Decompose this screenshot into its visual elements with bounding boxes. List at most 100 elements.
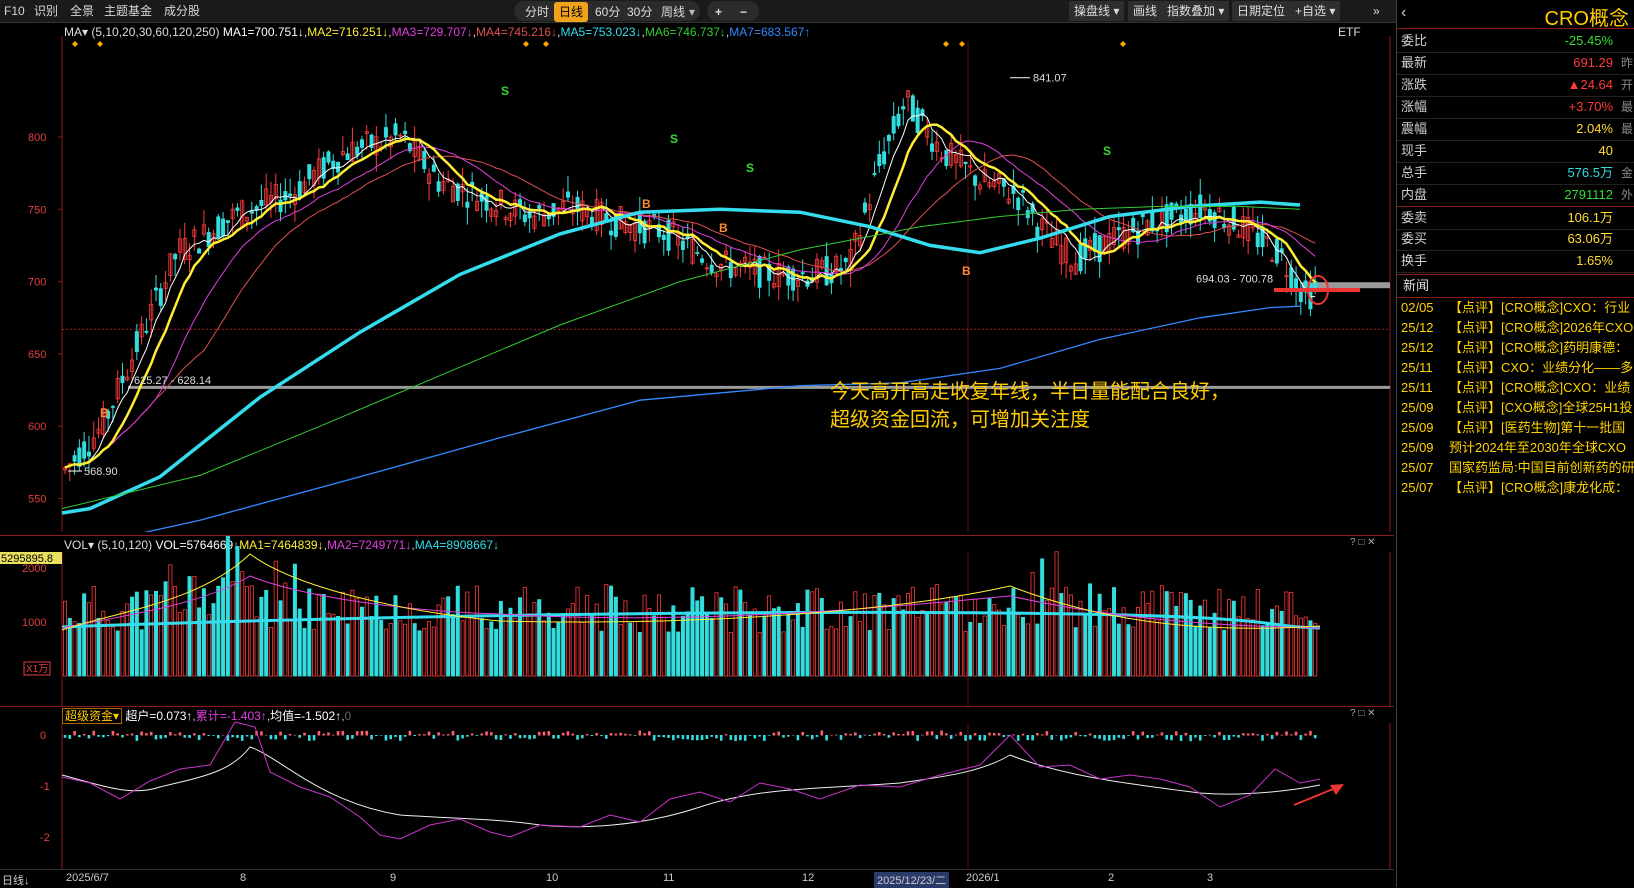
fund-tick: -2 [40,832,50,844]
news-item[interactable]: 25/11 【点评】CXO：业绩分化——多 [1397,358,1634,378]
event-marker[interactable] [959,41,965,47]
news-date: 02/05 [1401,300,1434,315]
news-item[interactable]: 25/07 【点评】[CRO概念]康龙化成： [1397,478,1634,498]
ma10-line [64,123,1317,469]
x-axis-label: 2026/1 [966,872,1000,884]
toolbar-trade-line[interactable]: 操盘线 ▾ [1069,1,1125,21]
support-line [128,385,1390,389]
toolbar-watchlist[interactable]: +自选 ▾ [1290,1,1341,21]
news-item[interactable]: 25/12 【点评】[CRO概念]药明康德： [1397,338,1634,358]
news-date: 25/11 [1401,380,1433,395]
news-item[interactable]: 25/12 【点评】[CRO概念]2026年CXO [1397,318,1634,338]
kline-chart[interactable]: 800 750 700 650 600 550 841.07 568.90 625.27 - 6… [0,22,1394,532]
tab-daily[interactable]: 日线 [554,2,589,22]
toolbar-identify[interactable]: 识别 [34,4,59,18]
toolbar-f10[interactable]: F10 [4,4,25,18]
toolbar-theme-fund[interactable]: 主题基金 [104,4,153,18]
quote-label: 现手 [1401,143,1428,158]
toolbar-index-overlay[interactable]: 指数叠加 ▾ [1162,1,1230,21]
price-tick: 750 [28,204,46,216]
fund-indicator-selector[interactable]: 超级资金▾ [62,708,123,724]
vol-unit-box [23,661,51,676]
tab-weekly[interactable]: 周线 [661,5,686,19]
vol-unit: X1万 [26,664,48,675]
quote-unit: 开 [1620,78,1633,92]
news-item[interactable]: 25/11 【点评】[CRO概念]CXO：业绩 [1397,378,1634,398]
quote-row: 内盘 2791112 外 [1397,184,1634,207]
collapse-panel-button[interactable]: » [1368,1,1385,21]
tab-60min[interactable]: 60分 [595,5,621,19]
quote-value: 2791112 [1564,187,1613,202]
super-fund-panel[interactable]: 超级资金▾ 超户=0.073↑,累计=-1.403↑,均值=-1.502↑,0 … [0,706,1394,870]
quote-row: 现手 40 [1397,140,1634,163]
ma-label-6: MA6=746.737↓ [644,25,726,39]
ma-legend: MA▾ (5,10,20,30,60,120,250) MA1=700.751↓… [64,25,811,39]
event-marker[interactable] [523,41,529,47]
fund-avg-value: 均值=-1.502↑ [270,709,342,723]
price-tick: 700 [28,277,46,289]
tab-intraday[interactable]: 分时 [525,5,550,19]
quote-label: 总手 [1401,165,1428,180]
quote-row: 震幅 2.04% 最 [1397,118,1634,141]
x-axis-label: 2025/12/23/二 [874,872,950,888]
news-item[interactable]: 25/09 预计2024年至2030年全球CXO [1397,438,1634,458]
toolbar-overview[interactable]: 全景 [70,4,95,18]
ma-indicator-selector[interactable]: MA▾ [64,25,89,39]
news-date: 25/09 [1401,400,1434,415]
news-title: 【点评】[CRO概念]康龙化成： [1449,480,1629,495]
super-fund-chart[interactable]: 0 -1 -2 [0,707,1394,870]
ma5-line [64,113,1316,469]
vol-highlight-box [0,552,62,564]
event-marker[interactable] [543,41,549,47]
quote-value: 106.1万 [1567,210,1613,225]
fund-panel-controls[interactable]: ? □ ✕ [1350,708,1376,719]
quote-unit: 最 [1620,122,1633,136]
event-marker[interactable] [72,41,78,47]
event-marker[interactable] [1120,41,1126,47]
signal-marker: B [100,406,109,420]
event-marker[interactable] [943,41,949,47]
news-item[interactable]: 02/05 【点评】[CRO概念]CXO：行业 [1397,298,1634,318]
weekly-dropdown-icon[interactable]: ▾ [689,5,696,19]
news-item[interactable]: 25/09 【点评】[CXO概念]全球25H1投 [1397,398,1634,418]
period-corner-label[interactable]: 日线↓ [2,875,30,887]
fund-cum-value: 累计=-1.403↑ [195,709,267,723]
vol-indicator-selector[interactable]: VOL▾ [64,538,95,552]
ma120-line [61,205,1301,510]
news-item[interactable]: 25/07 国家药监局:中国目前创新药的研 [1397,458,1634,478]
volume-panel[interactable]: VOL▾ (5,10,120) VOL=5764669↓MA1=7464839↓… [0,535,1394,706]
volume-chart[interactable]: 2000 1000 5295895.8 X1万 [0,536,1394,706]
signal-marker: S [670,132,678,146]
main-kline-panel[interactable]: MA▾ (5,10,20,30,60,120,250) MA1=700.751↓… [0,22,1394,532]
news-title: 【点评】[CRO概念]CXO：业绩 [1449,380,1631,395]
quote-row: 涨跌 ▲24.64 开 [1397,74,1634,97]
toolbar-components[interactable]: 成分股 [164,4,201,18]
event-marker[interactable] [97,41,103,47]
news-item[interactable]: 25/09 【点评】[医药生物]第十一批国 [1397,418,1634,438]
vol-params: (5,10,120) [97,538,153,552]
quote-label: 涨幅 [1401,99,1428,114]
news-date: 25/09 [1401,440,1434,455]
news-title: 【点评】[CXO概念]全球25H1投 [1449,400,1633,415]
quote-value: 2.04% [1576,121,1613,136]
zoom-in-button[interactable]: + [715,5,723,19]
marker-line [1274,288,1360,292]
vol-panel-controls[interactable]: ? □ ✕ [1350,537,1376,548]
toolbar-date-locate[interactable]: 日期定位 [1232,1,1291,21]
quote-title: CRO概念 [1544,8,1629,30]
tab-30min[interactable]: 30分 [627,5,653,19]
quote-unit: 金 [1620,166,1633,180]
zoom-out-button[interactable]: − [740,5,748,19]
ma-label-1: MA1=700.751↓ [222,25,304,39]
news-date: 25/09 [1401,420,1434,435]
x-axis-label: 2 [1108,872,1115,884]
news-header[interactable]: 新闻 [1397,274,1634,298]
fund-avg-line [61,746,1321,828]
vol-tick: 1000 [22,617,46,629]
back-arrow-icon[interactable]: ‹ [1401,4,1407,21]
high-annotation: 841.07 [1033,73,1067,85]
analysis-note-line1: 今天高开高走收复年线，半日量能配合良好， [830,381,1230,403]
toolbar-draw-line[interactable]: 画线 [1128,1,1163,21]
vol-highlight-value: 5295895.8 [1,553,53,565]
analysis-note-line2: 超级资金回流，可增加关注度 [830,409,1090,431]
